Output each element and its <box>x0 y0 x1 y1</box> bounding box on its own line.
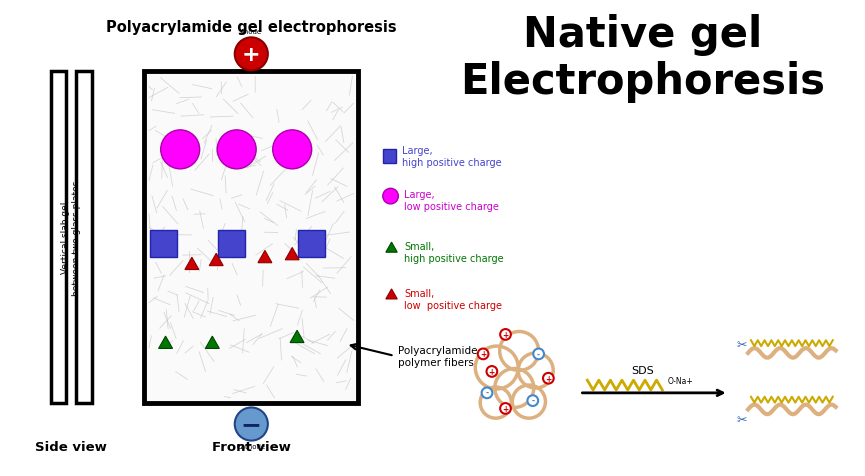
Text: Side view: Side view <box>35 440 107 453</box>
Circle shape <box>528 396 538 406</box>
Circle shape <box>217 130 256 169</box>
Text: -: - <box>531 397 535 405</box>
Bar <box>150 231 177 258</box>
Text: Cathode: Cathode <box>237 443 266 448</box>
Text: +: + <box>242 45 260 65</box>
Circle shape <box>161 130 200 169</box>
Polygon shape <box>386 243 397 253</box>
Polygon shape <box>185 258 199 270</box>
Bar <box>218 231 246 258</box>
Bar <box>144 72 358 403</box>
Text: +: + <box>503 404 509 413</box>
Text: Large,
high positive charge: Large, high positive charge <box>402 146 502 168</box>
Bar <box>383 150 396 164</box>
Text: Large,
low positive charge: Large, low positive charge <box>404 190 499 211</box>
Bar <box>51 72 67 403</box>
Text: ✂: ✂ <box>737 413 747 426</box>
Bar <box>144 72 358 403</box>
Text: -: - <box>485 388 489 397</box>
Text: +: + <box>489 367 495 376</box>
Circle shape <box>486 367 497 377</box>
Text: +: + <box>480 350 486 358</box>
Polygon shape <box>258 251 272 263</box>
Circle shape <box>477 349 489 359</box>
Polygon shape <box>209 254 223 266</box>
Circle shape <box>543 373 554 384</box>
Polygon shape <box>285 248 299 260</box>
Text: Native gel
Electrophoresis: Native gel Electrophoresis <box>460 14 825 103</box>
Text: Polyacrylamide gel electrophoresis: Polyacrylamide gel electrophoresis <box>106 20 397 35</box>
Text: Anode: Anode <box>240 30 262 35</box>
Circle shape <box>383 189 399 205</box>
Text: +: + <box>503 330 509 339</box>
Text: O-Na+: O-Na+ <box>667 376 693 385</box>
Circle shape <box>482 387 492 398</box>
Polygon shape <box>386 289 397 299</box>
Circle shape <box>272 130 311 169</box>
Polygon shape <box>158 337 172 349</box>
Bar <box>298 231 325 258</box>
Polygon shape <box>290 330 304 343</box>
Text: −: − <box>240 412 262 436</box>
Circle shape <box>533 349 544 359</box>
Circle shape <box>234 38 268 71</box>
Text: Front view: Front view <box>212 440 291 453</box>
Polygon shape <box>205 337 220 349</box>
Text: +: + <box>545 374 552 383</box>
Text: Vertical slab gel
between two glass plates: Vertical slab gel between two glass plat… <box>61 180 80 295</box>
Text: SDS: SDS <box>631 366 654 376</box>
Text: Polyacrylamide
polymer fibers: Polyacrylamide polymer fibers <box>399 345 477 367</box>
Circle shape <box>234 407 268 441</box>
Text: -: - <box>537 350 540 358</box>
Circle shape <box>500 403 511 414</box>
Circle shape <box>500 329 511 340</box>
Text: Small,
low  positive charge: Small, low positive charge <box>404 288 503 310</box>
Bar <box>76 72 92 403</box>
Text: Small,
high positive charge: Small, high positive charge <box>404 242 503 263</box>
Text: ✂: ✂ <box>737 338 747 351</box>
